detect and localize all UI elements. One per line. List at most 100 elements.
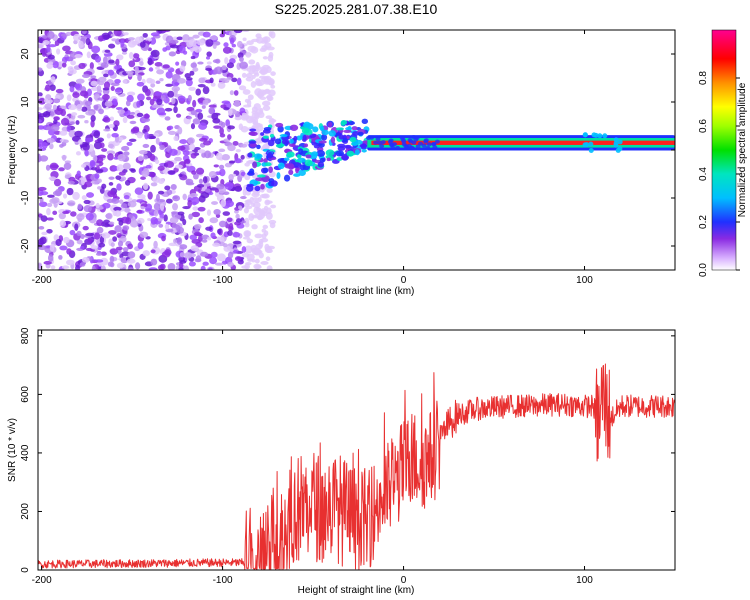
noise-speckle — [52, 104, 57, 111]
noise-speckle — [113, 156, 119, 160]
noise-speckle — [74, 223, 79, 231]
noise-speckle — [210, 251, 218, 258]
snr-background — [38, 330, 675, 570]
noise-speckle — [60, 117, 70, 126]
noise-speckle — [149, 135, 157, 140]
noise-speckle — [202, 99, 209, 106]
noise-speckle — [46, 208, 51, 216]
noise-speckle — [184, 72, 191, 79]
noise-speckle — [226, 62, 235, 69]
noise-speckle — [63, 236, 70, 244]
signal-wiggle — [379, 143, 385, 148]
noise-speckle — [242, 236, 251, 240]
noise-speckle — [75, 120, 80, 125]
noise-speckle — [126, 91, 136, 96]
noise-speckle — [189, 234, 198, 240]
noise-speckle — [187, 137, 195, 145]
noise-speckle — [38, 67, 43, 72]
noise-speckle — [66, 125, 71, 132]
noise-speckle — [262, 64, 270, 70]
noise-speckle — [151, 104, 161, 109]
noise-speckle — [135, 199, 145, 203]
noise-speckle — [197, 149, 206, 154]
transition-blob — [313, 144, 320, 149]
transition-blob — [287, 163, 295, 170]
noise-speckle — [179, 260, 187, 264]
noise-speckle — [49, 84, 56, 91]
noise-speckle — [90, 119, 95, 128]
noise-speckle — [83, 199, 91, 205]
noise-speckle — [108, 230, 117, 235]
noise-speckle — [44, 103, 52, 110]
noise-speckle — [118, 171, 126, 176]
noise-speckle — [207, 191, 214, 196]
bottom-x-tick-label: 0 — [401, 575, 407, 586]
noise-speckle — [43, 98, 49, 103]
noise-speckle — [212, 43, 217, 49]
noise-speckle — [116, 183, 122, 191]
noise-speckle — [262, 224, 269, 230]
noise-speckle — [213, 209, 221, 215]
noise-speckle — [70, 211, 77, 217]
transition-blob — [288, 169, 294, 175]
noise-speckle — [106, 133, 111, 139]
noise-speckle — [219, 168, 226, 177]
noise-speckle — [195, 88, 202, 96]
noise-speckle — [55, 88, 64, 94]
noise-speckle — [174, 156, 182, 162]
noise-speckle — [140, 176, 146, 180]
noise-speckle — [254, 64, 261, 72]
transition-blob — [269, 133, 275, 138]
noise-speckle — [229, 90, 234, 96]
noise-speckle — [157, 217, 163, 222]
noise-speckle — [101, 32, 111, 40]
noise-speckle — [234, 209, 239, 214]
noise-speckle — [142, 182, 149, 190]
transition-blob — [249, 143, 258, 148]
noise-speckle — [144, 88, 151, 97]
noise-speckle — [58, 255, 63, 260]
noise-speckle — [168, 51, 177, 57]
noise-speckle — [238, 85, 247, 91]
noise-speckle — [115, 175, 122, 180]
noise-speckle — [159, 203, 165, 211]
noise-speckle — [192, 99, 197, 108]
noise-speckle — [203, 140, 212, 146]
transition-blob — [361, 148, 367, 153]
noise-speckle — [90, 80, 98, 87]
noise-speckle — [205, 67, 212, 71]
noise-speckle — [177, 211, 185, 216]
noise-speckle — [244, 230, 251, 238]
transition-blob — [343, 129, 352, 134]
noise-speckle — [150, 216, 159, 225]
noise-speckle — [269, 222, 276, 229]
bottom-x-tick-label: -100 — [213, 575, 233, 586]
noise-speckle — [77, 114, 86, 119]
noise-speckle — [136, 100, 141, 108]
noise-speckle — [103, 73, 109, 78]
noise-speckle — [109, 116, 115, 122]
noise-speckle — [62, 45, 71, 52]
noise-speckle — [134, 36, 143, 45]
noise-speckle — [158, 209, 163, 216]
noise-speckle — [148, 267, 158, 270]
noise-speckle — [175, 61, 180, 66]
noise-speckle — [148, 67, 154, 72]
noise-speckle — [222, 79, 230, 83]
transition-blob — [283, 157, 290, 162]
noise-speckle — [75, 151, 81, 156]
noise-speckle — [165, 198, 173, 204]
noise-speckle — [38, 113, 48, 118]
noise-speckle — [96, 85, 102, 92]
noise-speckle — [64, 160, 71, 164]
noise-speckle — [187, 94, 192, 102]
noise-speckle — [197, 61, 204, 65]
transition-blob — [268, 166, 273, 174]
noise-speckle — [190, 245, 199, 252]
noise-speckle — [238, 123, 244, 131]
noise-speckle — [49, 244, 55, 252]
noise-speckle — [136, 217, 145, 224]
noise-speckle — [75, 264, 80, 270]
noise-speckle — [185, 78, 193, 87]
noise-speckle — [199, 251, 209, 257]
